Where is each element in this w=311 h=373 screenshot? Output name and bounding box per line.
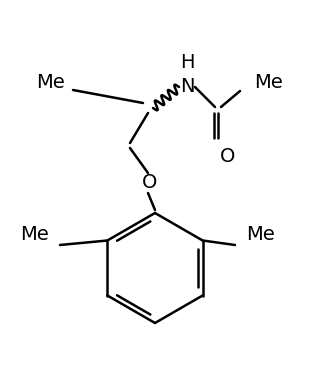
Text: H: H [180, 53, 194, 72]
Text: Me: Me [21, 226, 49, 244]
Text: N: N [180, 78, 194, 97]
Text: O: O [220, 147, 236, 166]
Text: Me: Me [246, 226, 274, 244]
Text: Me: Me [254, 73, 282, 93]
Text: O: O [142, 173, 158, 192]
Text: Me: Me [36, 73, 64, 93]
